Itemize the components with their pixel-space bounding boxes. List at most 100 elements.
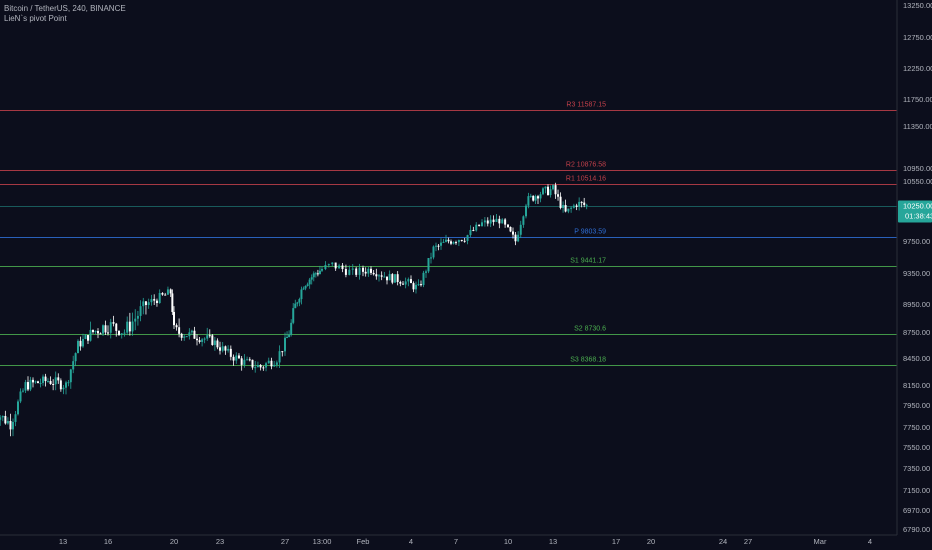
candle-191 xyxy=(489,215,492,228)
candle-body xyxy=(128,321,131,332)
candle-body xyxy=(155,300,158,304)
candle-91 xyxy=(224,345,227,355)
candle-199 xyxy=(512,227,514,239)
candle-body xyxy=(310,277,313,280)
candle-body xyxy=(422,272,425,286)
candle-body xyxy=(298,299,301,303)
candle-body xyxy=(213,340,216,345)
candle-body xyxy=(175,325,178,328)
candle-222 xyxy=(570,206,573,213)
candle-107 xyxy=(267,357,270,364)
candle-body xyxy=(161,292,164,295)
candle-110 xyxy=(275,360,278,368)
candle-29 xyxy=(65,380,67,395)
candle-body xyxy=(267,360,270,364)
candle-136 xyxy=(338,263,341,269)
candle-body xyxy=(288,334,291,338)
candle-228 xyxy=(585,203,588,210)
candle-76 xyxy=(185,336,188,338)
candle-87 xyxy=(213,336,216,351)
candle-211 xyxy=(542,187,544,196)
candle-83 xyxy=(203,337,206,344)
candle-body xyxy=(489,219,492,224)
candle-body xyxy=(144,301,147,306)
candle-body xyxy=(378,275,380,277)
candle-178 xyxy=(452,241,455,245)
symbol-title[interactable]: Bitcoin / TetherUS, 240, BINANCE xyxy=(4,4,126,13)
candle-body xyxy=(185,336,188,338)
candle-128 xyxy=(314,271,317,278)
candle-216 xyxy=(554,182,557,199)
candle-body xyxy=(575,205,578,207)
candle-body xyxy=(219,347,221,351)
candle-17 xyxy=(34,380,37,384)
candle-body xyxy=(318,270,321,274)
candle-body xyxy=(583,202,586,205)
pivot-levels: R3 11587.15 R2 10876.58 R1 10514.16 P 9803.… xyxy=(0,102,897,366)
candle-body xyxy=(4,415,7,424)
candle-body xyxy=(442,241,445,243)
candle-218 xyxy=(559,192,562,210)
candle-body xyxy=(246,359,249,361)
candle-body xyxy=(415,284,417,290)
candle-168 xyxy=(427,258,430,274)
x-tick-label-1: 16 xyxy=(104,537,112,546)
y-tick-label-2: 12250.00 xyxy=(903,64,932,73)
candle-201 xyxy=(517,231,520,243)
candle-4 xyxy=(1,415,4,422)
candle-202 xyxy=(519,220,522,239)
candle-165 xyxy=(420,280,422,287)
candle-26 xyxy=(57,373,60,384)
y-tick-label-5: 10950.00 xyxy=(903,164,932,173)
candle-body xyxy=(136,315,139,319)
candle-body xyxy=(19,391,22,402)
candle-body xyxy=(447,239,450,242)
candle-43 xyxy=(99,332,102,335)
candle-219 xyxy=(562,201,565,213)
candle-28 xyxy=(62,384,65,395)
candle-body xyxy=(522,216,525,225)
candle-body xyxy=(147,302,150,306)
y-tick-label-8: 9750.00 xyxy=(903,237,930,246)
candle-body xyxy=(570,207,573,209)
candle-body xyxy=(412,283,415,290)
candle-body xyxy=(134,318,137,322)
x-tick-label-15: Mar xyxy=(814,537,827,546)
candle-body xyxy=(180,333,183,338)
candle-190 xyxy=(486,217,489,227)
candle-135 xyxy=(334,262,337,271)
candle-body xyxy=(281,351,284,353)
candle-20 xyxy=(42,374,44,386)
candle-body xyxy=(77,340,79,354)
candle-149 xyxy=(378,274,380,282)
candle-30 xyxy=(67,379,70,387)
candle-body xyxy=(87,335,89,341)
candle-186 xyxy=(475,222,478,232)
candle-body xyxy=(89,329,92,341)
candle-58 xyxy=(139,300,142,322)
candle-15 xyxy=(29,376,32,392)
y-axis[interactable]: 13250.00 12750.00 12250.00 11750.00 11350.00… xyxy=(903,1,932,534)
candle-body xyxy=(67,382,70,384)
candle-125 xyxy=(308,277,311,289)
candle-194 xyxy=(498,215,501,229)
candle-body xyxy=(57,377,60,381)
candle-body xyxy=(567,208,570,212)
x-tick-label-3: 23 xyxy=(216,537,224,546)
candle-body xyxy=(59,380,62,390)
candle-body xyxy=(224,346,227,351)
candle-77 xyxy=(188,328,191,340)
candle-body xyxy=(549,189,552,196)
candle-54 xyxy=(128,312,131,336)
x-axis[interactable]: 13 16 20 23 27 13:00 Feb 4 7 10 13 17 20 24 27 Mar 4 xyxy=(59,537,872,546)
candle-61 xyxy=(147,298,150,309)
candle-body xyxy=(188,332,191,337)
candle-body xyxy=(74,353,77,362)
candle-body xyxy=(203,338,206,340)
candle-body xyxy=(542,188,544,195)
candle-137 xyxy=(341,263,344,273)
indicator-title[interactable]: LieN`s pivot Point xyxy=(4,14,67,23)
candle-71 xyxy=(173,306,175,330)
candle-126 xyxy=(310,274,313,285)
